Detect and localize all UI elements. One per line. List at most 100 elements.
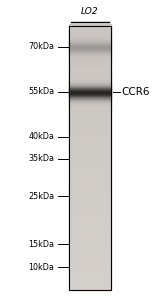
Bar xyxy=(69,154,111,155)
Bar xyxy=(69,78,111,79)
Bar xyxy=(69,275,111,276)
Bar xyxy=(69,90,111,91)
Bar xyxy=(69,140,111,141)
Bar xyxy=(69,241,111,242)
Bar xyxy=(69,235,111,236)
Bar xyxy=(69,168,111,169)
Bar xyxy=(69,112,111,113)
Bar xyxy=(69,198,111,199)
Bar xyxy=(69,44,111,45)
Bar xyxy=(69,148,111,149)
Bar xyxy=(69,192,111,193)
Bar xyxy=(69,197,111,198)
Bar xyxy=(69,75,111,76)
Bar xyxy=(69,67,111,68)
Bar xyxy=(69,164,111,165)
Bar xyxy=(69,146,111,147)
Bar xyxy=(69,202,111,203)
Bar xyxy=(69,117,111,118)
Bar xyxy=(69,115,111,116)
Bar xyxy=(69,55,111,56)
Bar xyxy=(69,240,111,241)
Bar xyxy=(69,230,111,231)
Bar xyxy=(69,104,111,105)
Bar xyxy=(69,169,111,170)
Bar xyxy=(69,95,111,96)
Bar xyxy=(69,103,111,104)
Bar xyxy=(69,138,111,139)
Bar xyxy=(69,157,111,158)
Bar xyxy=(69,175,111,176)
Bar xyxy=(69,41,111,42)
Bar xyxy=(69,199,111,200)
Bar xyxy=(69,99,111,100)
Bar xyxy=(69,209,111,210)
Bar xyxy=(69,238,111,239)
Bar xyxy=(69,91,111,92)
Bar xyxy=(69,40,111,41)
Bar xyxy=(69,245,111,246)
Bar xyxy=(69,46,111,47)
Bar xyxy=(69,88,111,89)
Bar xyxy=(69,84,111,85)
Bar xyxy=(69,236,111,237)
Bar xyxy=(69,123,111,124)
Bar xyxy=(69,135,111,136)
Bar xyxy=(69,113,111,114)
Bar xyxy=(69,276,111,277)
Bar xyxy=(69,184,111,185)
Bar xyxy=(69,250,111,251)
Bar xyxy=(69,42,111,43)
Bar xyxy=(69,84,111,85)
Bar xyxy=(69,200,111,201)
Bar xyxy=(69,81,111,82)
Bar xyxy=(69,88,111,89)
Bar xyxy=(69,75,111,76)
Bar xyxy=(69,96,111,97)
Bar xyxy=(69,282,111,283)
Bar xyxy=(69,142,111,143)
Bar xyxy=(69,183,111,184)
Bar xyxy=(69,82,111,83)
Bar xyxy=(69,91,111,92)
Text: 25kDa: 25kDa xyxy=(28,192,54,201)
Bar xyxy=(69,37,111,38)
Bar xyxy=(69,80,111,81)
Text: 55kDa: 55kDa xyxy=(28,87,54,96)
Bar xyxy=(69,92,111,93)
Bar xyxy=(69,103,111,104)
Bar xyxy=(69,205,111,206)
Bar xyxy=(69,107,111,108)
Bar xyxy=(69,108,111,109)
Bar xyxy=(69,97,111,98)
Bar xyxy=(69,29,111,30)
Bar xyxy=(69,196,111,197)
Bar xyxy=(69,185,111,186)
Bar xyxy=(69,231,111,232)
Bar xyxy=(69,191,111,192)
Bar xyxy=(69,114,111,115)
Bar xyxy=(69,172,111,173)
Bar xyxy=(69,203,111,204)
Bar xyxy=(69,101,111,102)
Bar xyxy=(69,122,111,123)
Bar xyxy=(69,65,111,66)
Bar xyxy=(69,194,111,195)
Bar xyxy=(69,92,111,93)
Bar xyxy=(69,70,111,71)
Bar xyxy=(69,49,111,50)
Bar xyxy=(69,86,111,87)
Bar xyxy=(69,139,111,140)
Bar xyxy=(69,131,111,132)
Bar xyxy=(69,99,111,100)
Bar xyxy=(69,188,111,189)
Bar xyxy=(69,24,111,25)
Bar xyxy=(69,71,111,72)
Bar xyxy=(69,218,111,219)
Bar xyxy=(69,94,111,95)
Bar xyxy=(69,48,111,49)
Bar xyxy=(69,25,111,26)
Bar xyxy=(69,43,111,44)
Bar xyxy=(69,217,111,218)
Text: 10kDa: 10kDa xyxy=(28,262,54,272)
